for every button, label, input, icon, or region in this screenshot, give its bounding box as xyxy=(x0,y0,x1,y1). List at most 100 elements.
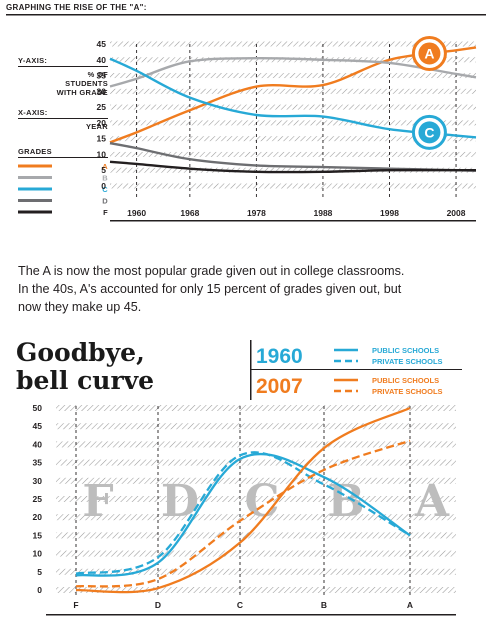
y-tick-label: 25 xyxy=(33,494,43,504)
curve-1960-private xyxy=(75,451,411,575)
hatch-band xyxy=(56,477,456,484)
y-tick-label: 30 xyxy=(33,476,43,486)
y-tick-label: 25 xyxy=(97,102,107,112)
x-tick-label: F xyxy=(73,600,78,610)
y-axis-desc-line-1: % OF xyxy=(88,70,108,79)
y-axis-key: Y-AXIS: xyxy=(18,56,47,65)
x-tick-label: B xyxy=(321,600,327,610)
bell-series-lines xyxy=(75,406,411,594)
legend-label-c: C xyxy=(102,185,108,194)
curve-2007-public xyxy=(75,406,411,594)
background-letter-f: F xyxy=(82,476,113,527)
curve-2007-private xyxy=(75,439,411,588)
grades-legend-title: GRADES xyxy=(18,147,52,156)
y-tick-label: 0 xyxy=(37,585,42,595)
hatch-band xyxy=(56,459,456,466)
legend-year-2007: 2007 xyxy=(256,375,303,398)
hatch-band xyxy=(110,120,476,126)
y-tick-label: 40 xyxy=(33,439,43,449)
grade-line-b xyxy=(109,56,477,88)
hatch-band xyxy=(56,423,456,430)
grade-line-f xyxy=(109,160,476,174)
rise-y-ticks: 45 40 35 30 25 20 15 10 5 0 xyxy=(97,39,107,191)
x-axis-baseline xyxy=(46,614,456,616)
rise-chart-title: GRAPHING THE RISE OF THE "A": xyxy=(6,3,147,12)
hatch-band xyxy=(56,405,456,411)
hatch-band xyxy=(110,104,476,110)
y-tick-label: 35 xyxy=(33,458,43,468)
hatch-band xyxy=(56,532,456,539)
y-tick-label: 50 xyxy=(33,403,43,413)
bell-curve-title-line-1: Goodbye, xyxy=(16,338,145,367)
x-axis-key-rule xyxy=(18,118,108,119)
legend-year-1960: 1960 xyxy=(256,345,303,368)
x-tick-label: 1988 xyxy=(313,208,332,218)
y-axis-key-rule xyxy=(18,66,108,67)
rise-x-ticks: 1960 1968 1978 1988 1998 2008 xyxy=(110,208,476,222)
hatch-band xyxy=(110,151,476,157)
legend-label-f: F xyxy=(103,208,108,217)
y-tick-label: 0 xyxy=(101,181,106,191)
x-tick-label: D xyxy=(155,600,161,610)
y-tick-label: 40 xyxy=(97,55,107,65)
description-line-3: now they make up 45. xyxy=(18,300,142,314)
hatch-band xyxy=(56,441,456,448)
legend-middle-rule xyxy=(250,369,462,370)
y-tick-label: 45 xyxy=(97,39,107,49)
y-tick-label: 45 xyxy=(33,421,43,431)
badge-letter-a: A xyxy=(424,45,434,61)
x-axis-desc: YEAR xyxy=(86,122,108,131)
title-underline xyxy=(6,14,486,16)
hatch-band xyxy=(110,88,476,94)
bell-curve-legend: 1960 PUBLIC SCHOOLS PRIVATE SCHOOLS 2007 PUB… xyxy=(250,340,462,400)
x-tick-label: 1998 xyxy=(380,208,399,218)
grades-legend-rule xyxy=(18,157,108,158)
rise-grade-badges: AC xyxy=(411,35,447,150)
legend-label-d: D xyxy=(102,197,108,206)
badge-fill-a xyxy=(418,42,441,65)
y-tick-label: 20 xyxy=(33,512,43,522)
y-tick-label: 35 xyxy=(97,71,107,81)
hatch-band xyxy=(110,167,476,173)
description-line-2: In the 40s, A's accounted for only 15 pe… xyxy=(18,282,402,296)
hatch-band xyxy=(56,514,456,521)
bell-grade-dividers xyxy=(75,406,411,598)
hatch-band xyxy=(56,568,456,575)
legend-label-b: B xyxy=(102,174,108,183)
background-letter-a: A xyxy=(414,476,450,527)
y-tick-label: 15 xyxy=(97,134,107,144)
y-axis-desc-line-3: WITH GRADE xyxy=(57,88,108,97)
grade-line-a xyxy=(109,46,477,144)
background-letter-b: B xyxy=(327,476,364,527)
hatch-band xyxy=(110,73,476,79)
hatch-band xyxy=(56,587,456,593)
legend-label-2007-private: PRIVATE SCHOOLS xyxy=(372,387,443,396)
axis-key: Y-AXIS: % OF STUDENTS WITH GRADE X-AXIS:… xyxy=(18,56,108,131)
hatch-band xyxy=(110,183,476,189)
y-tick-label: 5 xyxy=(37,567,42,577)
rise-of-a-chart: GRAPHING THE RISE OF THE "A": Y-AXIS: % … xyxy=(6,3,486,222)
description-line-1: The A is now the most popular grade give… xyxy=(18,264,405,278)
x-tick-label: 1960 xyxy=(127,208,146,218)
hatch-band xyxy=(110,41,476,47)
badge-letter-c: C xyxy=(424,124,434,140)
grade-line-c xyxy=(109,57,477,139)
bell-hatch-bands xyxy=(56,405,456,593)
x-tick-label: 2008 xyxy=(447,208,466,218)
bell-curve-title-line-2: bell curve xyxy=(16,366,154,395)
legend-label-1960-private: PRIVATE SCHOOLS xyxy=(372,357,443,366)
hatch-band xyxy=(56,550,456,557)
y-axis-desc-line-2: STUDENTS xyxy=(65,79,108,88)
description-paragraph: The A is now the most popular grade give… xyxy=(18,262,478,316)
hatch-band xyxy=(110,136,476,142)
curve-1960-public xyxy=(75,453,411,577)
x-axis-key: X-AXIS: xyxy=(18,108,48,117)
legend-label-1960-public: PUBLIC SCHOOLS xyxy=(372,346,439,355)
y-tick-label: 10 xyxy=(33,549,43,559)
y-tick-label: 10 xyxy=(97,149,107,159)
legend-label-2007-public: PUBLIC SCHOOLS xyxy=(372,376,439,385)
x-axis-baseline xyxy=(110,220,476,222)
